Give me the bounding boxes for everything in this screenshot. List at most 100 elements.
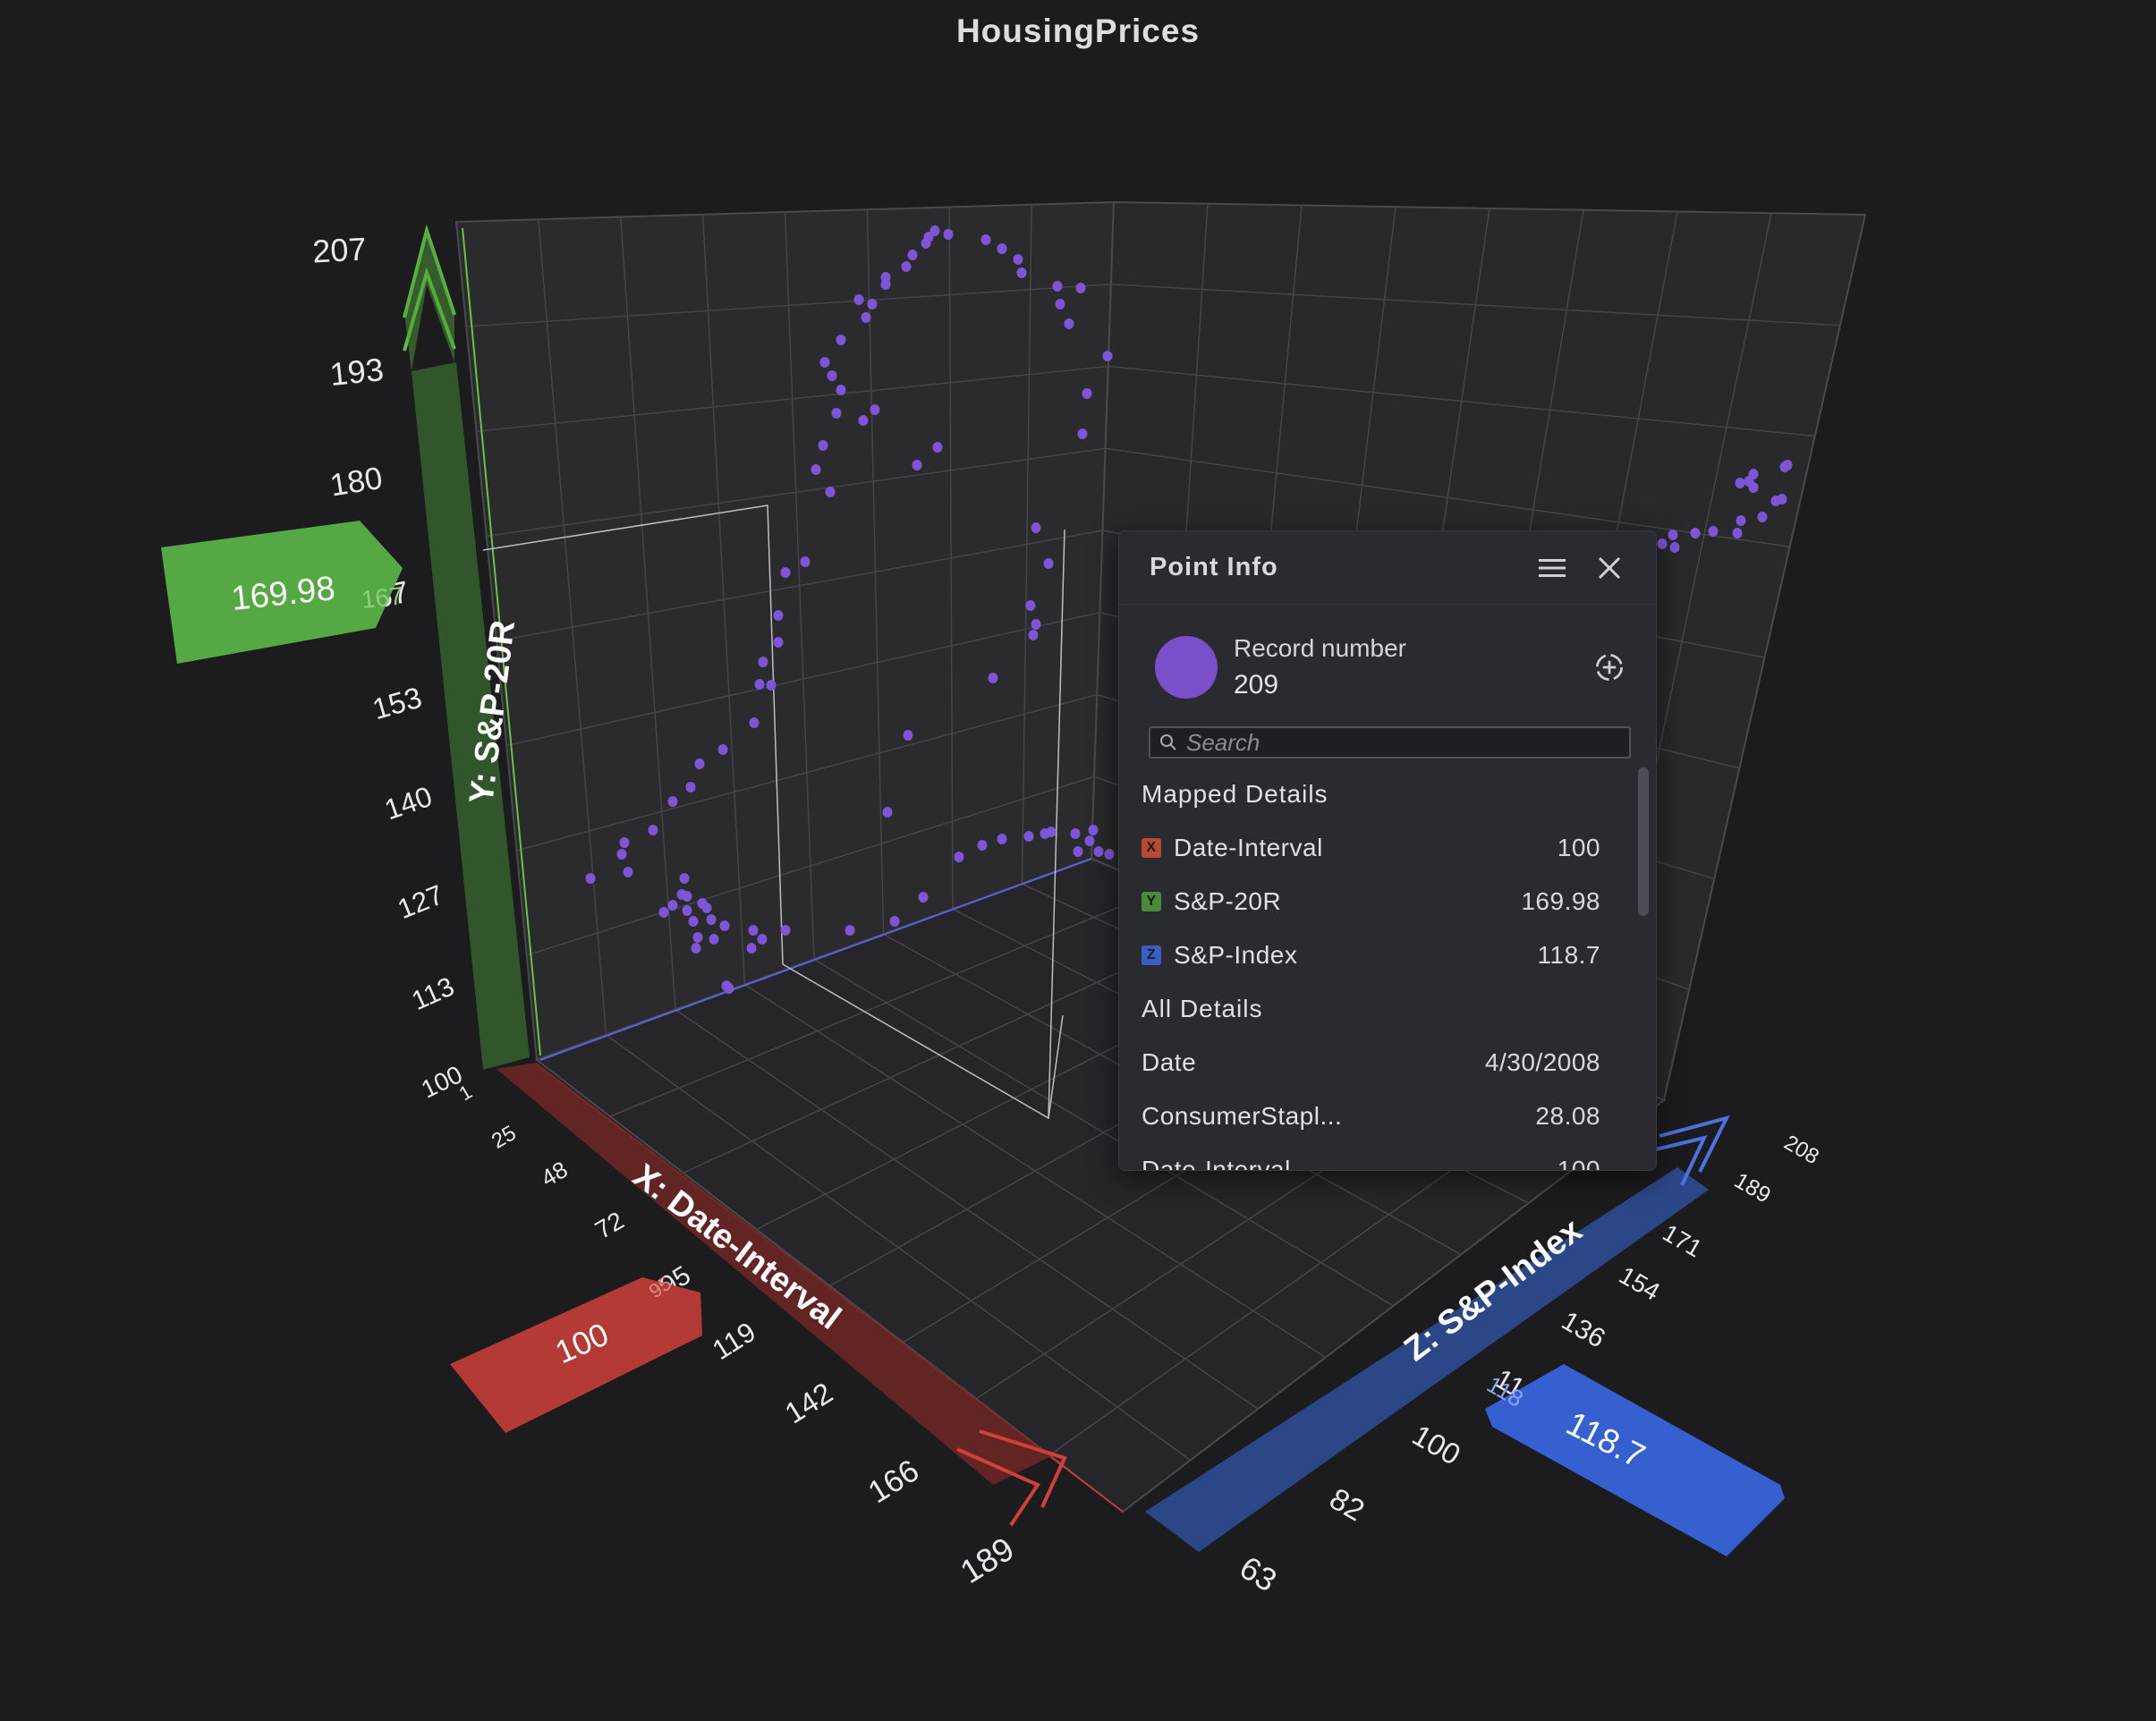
data-point[interactable]: [1052, 281, 1063, 292]
data-point[interactable]: [997, 834, 1007, 844]
data-point[interactable]: [867, 299, 878, 309]
data-point[interactable]: [1690, 528, 1701, 538]
data-point[interactable]: [1782, 460, 1793, 471]
data-point[interactable]: [988, 673, 998, 683]
data-point[interactable]: [912, 460, 922, 471]
data-point[interactable]: [977, 840, 988, 851]
data-point[interactable]: [1073, 846, 1083, 857]
data-point[interactable]: [1093, 846, 1104, 857]
details-list[interactable]: Mapped Details X Date-Interval 100 Y S&P-20R…: [1119, 767, 1656, 1170]
data-point[interactable]: [1657, 538, 1668, 549]
data-point[interactable]: [918, 892, 929, 903]
data-point[interactable]: [679, 873, 690, 884]
data-point[interactable]: [1736, 515, 1746, 526]
data-point[interactable]: [585, 873, 596, 884]
data-point[interactable]: [1735, 478, 1745, 488]
data-point[interactable]: [903, 730, 913, 741]
data-point[interactable]: [836, 335, 846, 345]
data-point[interactable]: [997, 243, 1007, 254]
data-point[interactable]: [880, 272, 891, 283]
data-point[interactable]: [1082, 388, 1092, 399]
data-point[interactable]: [1084, 835, 1095, 846]
data-point[interactable]: [688, 916, 699, 927]
data-point[interactable]: [907, 250, 918, 260]
data-point[interactable]: [717, 744, 728, 755]
data-point[interactable]: [800, 556, 811, 567]
data-point[interactable]: [954, 852, 964, 862]
data-point[interactable]: [701, 903, 712, 913]
data-point[interactable]: [1668, 530, 1678, 540]
data-point[interactable]: [845, 925, 855, 936]
data-point[interactable]: [831, 408, 842, 419]
data-point[interactable]: [1088, 825, 1099, 835]
data-point[interactable]: [780, 567, 791, 578]
data-point[interactable]: [754, 679, 765, 690]
data-point[interactable]: [827, 370, 837, 381]
data-point[interactable]: [619, 837, 630, 848]
data-point[interactable]: [901, 261, 912, 272]
data-point[interactable]: [889, 916, 900, 927]
data-point[interactable]: [929, 225, 940, 236]
data-point[interactable]: [1070, 828, 1081, 839]
data-point[interactable]: [1043, 558, 1054, 569]
data-point[interactable]: [980, 234, 991, 245]
data-point[interactable]: [1016, 267, 1027, 278]
data-point[interactable]: [858, 415, 869, 426]
data-point[interactable]: [692, 932, 703, 943]
data-point[interactable]: [623, 867, 633, 877]
data-point[interactable]: [1031, 522, 1041, 533]
data-point[interactable]: [870, 404, 880, 415]
data-point[interactable]: [667, 796, 678, 807]
data-point[interactable]: [709, 934, 719, 945]
data-point[interactable]: [773, 637, 784, 648]
data-point[interactable]: [943, 229, 954, 240]
data-point[interactable]: [1757, 512, 1768, 522]
data-point[interactable]: [719, 920, 730, 931]
data-point[interactable]: [758, 657, 768, 667]
search-box[interactable]: [1149, 726, 1631, 759]
data-point[interactable]: [1708, 526, 1719, 537]
close-icon[interactable]: [1592, 550, 1627, 586]
data-point[interactable]: [682, 905, 692, 916]
data-point[interactable]: [1077, 428, 1088, 439]
data-point[interactable]: [691, 943, 701, 954]
data-point[interactable]: [1013, 254, 1023, 265]
search-input[interactable]: [1184, 727, 1629, 758]
data-point[interactable]: [1075, 283, 1086, 293]
data-point[interactable]: [1732, 528, 1743, 538]
data-point[interactable]: [1777, 494, 1787, 504]
data-point[interactable]: [932, 442, 943, 453]
data-point[interactable]: [853, 294, 864, 305]
data-point[interactable]: [766, 680, 777, 691]
data-point[interactable]: [685, 782, 696, 793]
data-point[interactable]: [1028, 630, 1039, 640]
data-point[interactable]: [780, 925, 791, 936]
data-point[interactable]: [1046, 827, 1057, 837]
data-point[interactable]: [682, 891, 692, 902]
hamburger-menu-icon[interactable]: [1534, 550, 1570, 586]
data-point[interactable]: [1055, 299, 1065, 309]
data-point[interactable]: [658, 907, 669, 918]
data-point[interactable]: [1748, 482, 1759, 493]
data-point[interactable]: [616, 849, 627, 860]
data-point[interactable]: [773, 610, 784, 621]
data-point[interactable]: [811, 464, 821, 475]
data-point[interactable]: [694, 759, 705, 769]
data-point[interactable]: [1104, 849, 1115, 860]
details-scrollbar[interactable]: [1638, 767, 1649, 916]
data-point[interactable]: [921, 238, 931, 249]
data-point[interactable]: [825, 487, 836, 497]
crosshair-locate-icon[interactable]: [1592, 649, 1627, 685]
data-point[interactable]: [706, 914, 717, 925]
data-point[interactable]: [861, 312, 871, 323]
data-point[interactable]: [1669, 542, 1680, 553]
data-point[interactable]: [1025, 600, 1036, 611]
data-point[interactable]: [667, 900, 678, 911]
data-point[interactable]: [1102, 351, 1113, 361]
point-info-panel[interactable]: Point Info Record number 209 Mapped Deta…: [1118, 530, 1657, 1171]
data-point[interactable]: [882, 807, 893, 818]
data-point[interactable]: [818, 440, 828, 451]
data-point[interactable]: [1031, 619, 1041, 630]
data-point[interactable]: [749, 717, 760, 728]
